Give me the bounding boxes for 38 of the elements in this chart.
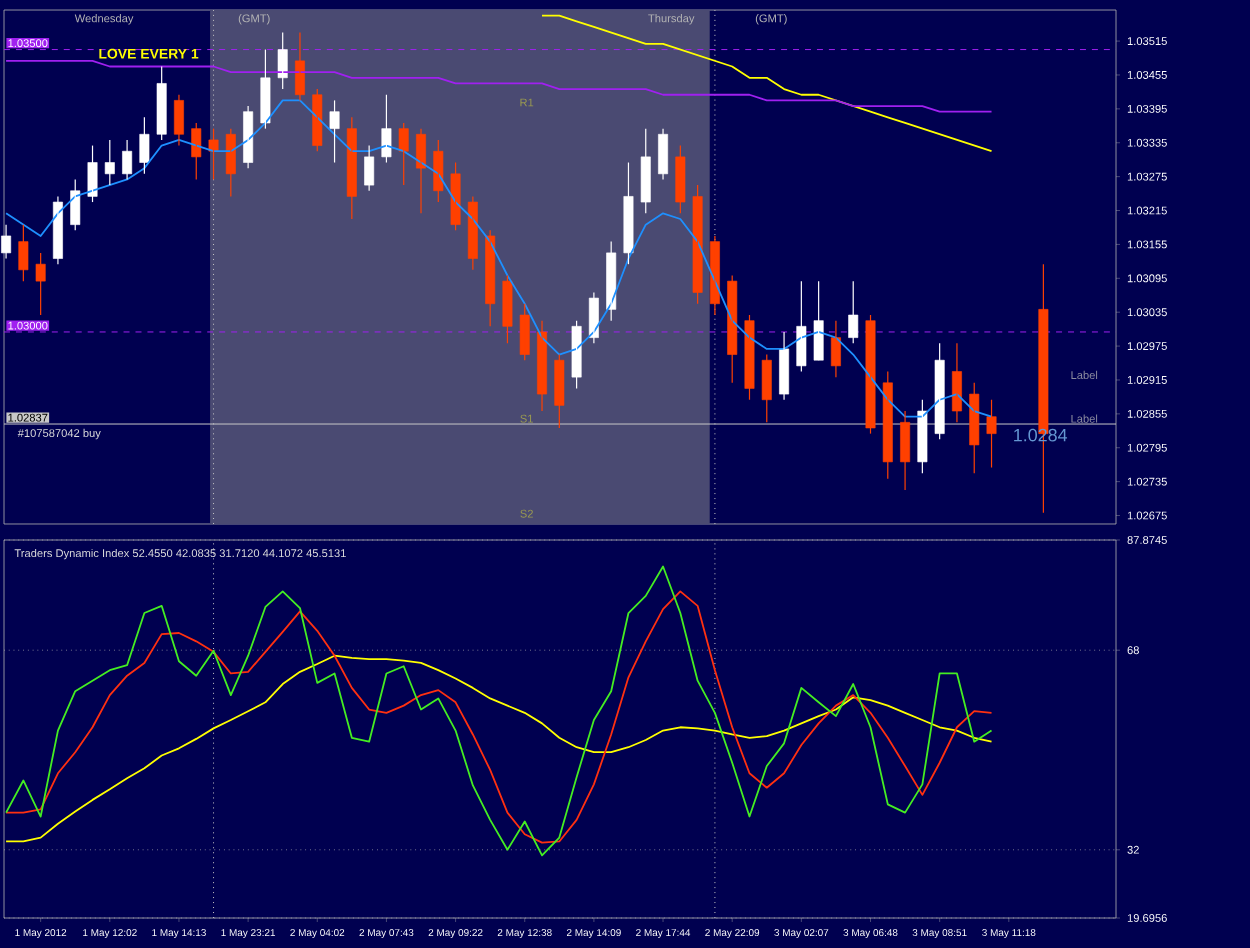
candlestick: [70, 178, 81, 231]
candlestick: [882, 370, 893, 480]
candlestick: [18, 224, 29, 282]
candlestick: [87, 144, 98, 203]
candlestick: [934, 342, 945, 440]
candlestick: [640, 128, 651, 214]
candlestick: [398, 122, 409, 186]
candlestick: [277, 32, 288, 90]
candlestick: [969, 382, 980, 474]
candlestick: [260, 48, 271, 130]
candlestick: [986, 399, 997, 469]
candlestick: [623, 161, 634, 265]
candlestick: [329, 99, 340, 164]
candlestick: [519, 303, 530, 361]
candlestick: [433, 139, 444, 203]
candlestick: [692, 184, 703, 305]
candlestick: [156, 65, 167, 141]
line-series: [5, 654, 993, 843]
candlestick: [554, 353, 565, 429]
candlestick: [191, 122, 202, 181]
candlestick: [796, 280, 807, 373]
candlestick: [744, 314, 755, 401]
candlestick: [502, 274, 513, 344]
candlestick: [381, 94, 392, 164]
candlestick: [139, 116, 150, 175]
candlestick: [865, 314, 876, 435]
candlestick: [917, 399, 928, 474]
candlestick: [208, 128, 219, 181]
candlestick: [35, 252, 46, 316]
candlestick: [727, 274, 738, 384]
candlestick: [848, 280, 859, 344]
candlestick: [813, 280, 824, 361]
candlestick: [104, 139, 115, 186]
candlestick: [571, 320, 582, 390]
candlestick: [312, 88, 323, 152]
candlestick: [675, 144, 686, 214]
candlestick: [450, 161, 461, 231]
candlestick: [761, 353, 772, 423]
